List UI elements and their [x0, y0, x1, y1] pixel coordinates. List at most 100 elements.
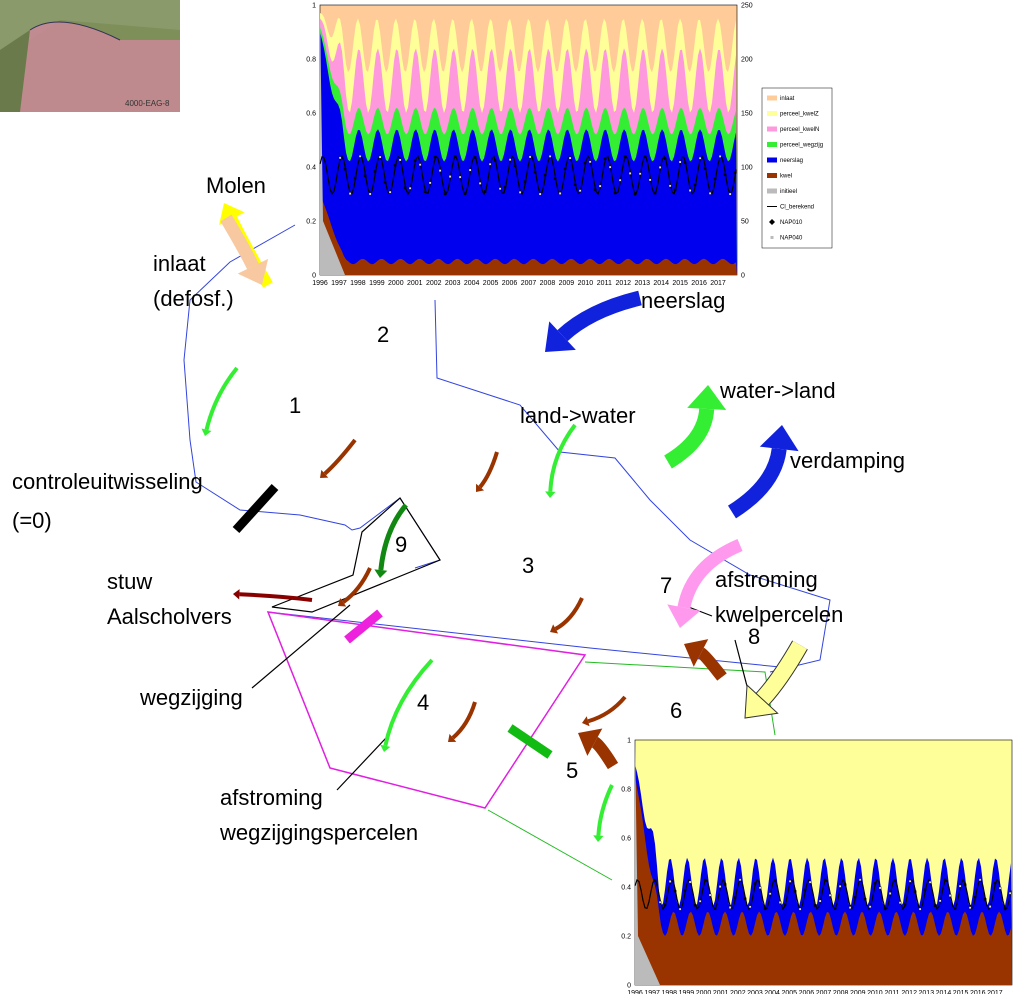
measure-point — [1009, 892, 1011, 894]
x-tick-label: 1996 — [312, 280, 328, 287]
measure-point — [774, 879, 776, 881]
measure-point — [474, 156, 476, 158]
x-tick-label: 2012 — [901, 990, 917, 994]
measure-point — [784, 903, 786, 905]
y2-tick-label: 100 — [741, 165, 753, 172]
label: wegzijging — [139, 685, 243, 710]
legend-label: inlaat — [780, 96, 795, 102]
label: Molen — [206, 173, 266, 198]
arrow-head — [380, 745, 390, 752]
measure-point — [674, 189, 676, 191]
measure-point — [369, 193, 371, 195]
flow-arrow — [668, 409, 707, 462]
legend-label: perceel_wegzijg — [780, 143, 823, 149]
arrow-head — [374, 569, 387, 578]
measure-point — [404, 187, 406, 189]
measure-point — [339, 157, 341, 159]
measure-point — [579, 190, 581, 192]
measure-point — [669, 880, 671, 882]
measure-point — [994, 882, 996, 884]
legend-label: initieel — [780, 189, 797, 195]
x-tick-label: 2013 — [919, 990, 935, 994]
measure-point — [604, 158, 606, 160]
x-tick-label: 2017 — [987, 990, 1003, 994]
diagram: 4000-EAG-8 00.20.40.60.81050100150200250… — [0, 0, 1018, 994]
measure-point — [764, 908, 766, 910]
x-tick-label: 2016 — [691, 280, 707, 287]
measure-point — [729, 193, 731, 195]
label: water->land — [719, 378, 836, 403]
measure-point — [809, 881, 811, 883]
measure-point — [689, 881, 691, 883]
measure-point — [889, 892, 891, 894]
x-tick-label: 2008 — [833, 990, 849, 994]
label: 4 — [417, 690, 429, 715]
label: (=0) — [12, 508, 52, 533]
legend-label: Cl_berekend — [780, 205, 814, 211]
measure-point — [659, 166, 661, 168]
y-tick-label: 0.4 — [621, 885, 631, 892]
y2-tick-label: 150 — [741, 111, 753, 118]
measure-point — [874, 882, 876, 884]
measure-point — [559, 192, 561, 194]
label: 1 — [289, 393, 301, 418]
measure-point — [694, 904, 696, 906]
measure-point — [684, 889, 686, 891]
measure-point — [494, 160, 496, 162]
measure-point — [419, 164, 421, 166]
measure-point — [674, 890, 676, 892]
label: 9 — [395, 532, 407, 557]
measure-point — [904, 903, 906, 905]
label: 8 — [748, 624, 760, 649]
measure-point — [564, 168, 566, 170]
x-tick-label: 2015 — [953, 990, 969, 994]
measure-point — [734, 897, 736, 899]
label: kwelpercelen — [715, 602, 843, 627]
measure-point — [444, 193, 446, 195]
measure-point — [679, 908, 681, 910]
legend-swatch — [767, 96, 777, 101]
x-tick-label: 2005 — [781, 990, 797, 994]
measure-point — [869, 906, 871, 908]
x-tick-label: 2014 — [936, 990, 952, 994]
y-tick-label: 0.6 — [306, 111, 316, 118]
x-tick-label: 2004 — [464, 280, 480, 287]
map-label: 4000-EAG-8 — [125, 99, 170, 108]
measure-point — [934, 904, 936, 906]
measure-point — [539, 193, 541, 195]
measure-point — [664, 158, 666, 160]
flow-arrow — [595, 742, 613, 766]
legend-label: neerslag — [780, 158, 803, 164]
measure-point — [649, 179, 651, 181]
measure-point — [569, 157, 571, 159]
measure-point — [509, 159, 511, 161]
y-tick-label: 0.8 — [621, 787, 631, 794]
measure-point — [394, 164, 396, 166]
measure-point — [364, 175, 366, 177]
measure-point — [739, 879, 741, 881]
measure-point — [499, 188, 501, 190]
map-thumbnail: 4000-EAG-8 — [0, 0, 180, 112]
flow-arrow — [453, 702, 475, 738]
y2-tick-label: 200 — [741, 57, 753, 64]
measure-point — [484, 190, 486, 192]
measure-point — [629, 172, 631, 174]
measure-point — [819, 900, 821, 902]
measure-point — [769, 893, 771, 895]
legend-label: perceel_kwelN — [780, 127, 819, 133]
x-tick-label: 2004 — [764, 990, 780, 994]
measure-point — [959, 885, 961, 887]
flow-arrow — [588, 697, 625, 721]
x-tick-label: 2007 — [816, 990, 832, 994]
measure-point — [929, 881, 931, 883]
x-tick-label: 1999 — [679, 990, 695, 994]
measure-point — [379, 156, 381, 158]
x-tick-label: 1999 — [369, 280, 385, 287]
x-tick-label: 2011 — [597, 280, 612, 287]
measure-point — [599, 185, 601, 187]
measure-point — [524, 180, 526, 182]
measure-point — [719, 155, 721, 157]
measure-point — [949, 894, 951, 896]
measure-point — [694, 184, 696, 186]
x-tick-label: 2006 — [799, 990, 815, 994]
